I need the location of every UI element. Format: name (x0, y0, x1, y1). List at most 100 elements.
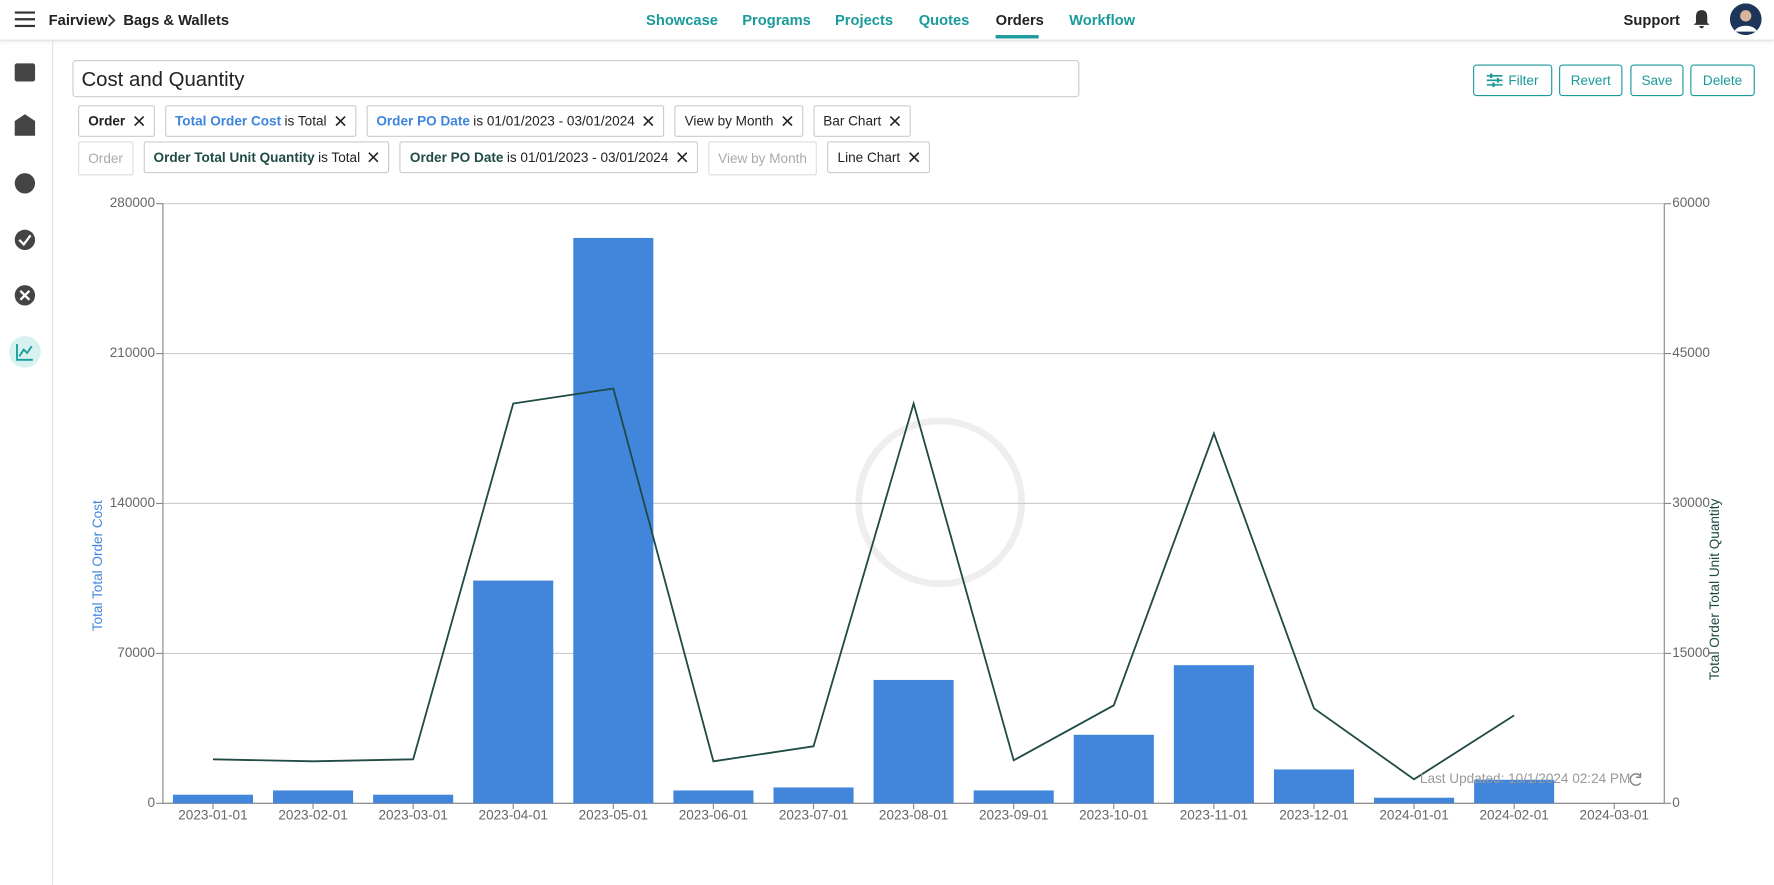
chip-field: Order Total Unit Quantity (153, 149, 315, 166)
filter-chip[interactable]: Order PO Date is 01/01/2023 - 03/01/2024 (366, 105, 665, 137)
bell-icon[interactable] (1690, 8, 1713, 31)
filter-chip[interactable]: Bar Chart (813, 105, 911, 137)
nav-underline (995, 35, 1039, 39)
bar (1073, 734, 1154, 804)
inbox-icon[interactable] (14, 63, 36, 82)
filter-row: Order Order Total Unit Quantity is Total Or… (78, 141, 930, 176)
nav-item[interactable]: Workflow (1069, 11, 1136, 29)
refresh-icon (1629, 772, 1642, 786)
chip-field: Order (88, 113, 126, 129)
button-label: Save (1641, 72, 1673, 89)
x-tick-label: 2024-03-01 (1580, 807, 1649, 822)
bar (1474, 779, 1555, 804)
bar (172, 794, 254, 804)
filter-chip[interactable]: View by Month (707, 141, 818, 176)
x-tick-label: 2024-01-01 (1379, 807, 1448, 822)
sync-icon[interactable] (14, 173, 36, 194)
chip-field: Total Order Cost (175, 113, 282, 129)
top-bar: Fairview Bags & Wallets Support Showcase… (0, 0, 1774, 41)
nav-item[interactable]: Programs (742, 11, 811, 29)
bar (473, 580, 554, 804)
chip-text: View by Month (684, 113, 774, 129)
y2-tick-label: 30000 (1672, 495, 1710, 510)
button-label: Filter (1508, 72, 1539, 89)
chip-close[interactable] (330, 115, 346, 127)
button[interactable]: Save (1630, 64, 1684, 97)
nav-item[interactable]: Orders (995, 11, 1044, 29)
y-tick-label: 0 (147, 795, 155, 810)
filter-chip[interactable]: Order PO Date is 01/01/2023 - 03/01/2024 (399, 141, 698, 174)
button-label: Revert (1570, 72, 1611, 89)
watermark (855, 417, 1026, 588)
bar (773, 787, 854, 804)
chip-close[interactable] (129, 115, 145, 127)
chip-close[interactable] (904, 152, 920, 163)
filter-chip[interactable]: Line Chart (827, 141, 930, 174)
bar (573, 237, 654, 804)
y-tick-label: 140000 (110, 495, 156, 510)
button[interactable]: Revert (1559, 64, 1623, 97)
x-tick-label: 2024-02-01 (1479, 807, 1548, 822)
chip-text: Bar Chart (823, 113, 882, 129)
bar (1273, 769, 1355, 804)
x-tick-label: 2023-07-01 (779, 807, 848, 822)
bar (673, 790, 754, 804)
chip-close[interactable] (638, 115, 654, 127)
x-tick-label: 2023-08-01 (879, 807, 948, 822)
button-label: Delete (1702, 72, 1743, 89)
x-tick-label: 2023-10-01 (1079, 807, 1148, 822)
chevron (107, 14, 116, 27)
bar (873, 679, 954, 804)
filter-chip[interactable]: Total Order Cost is Total (164, 105, 356, 137)
chip-close[interactable] (777, 115, 793, 127)
support-link[interactable]: Support (1623, 11, 1680, 29)
bar (1374, 797, 1455, 804)
y2-tick-label: 45000 (1672, 345, 1710, 360)
nav-item[interactable]: Projects (834, 11, 894, 29)
y2-tick-label: 15000 (1672, 645, 1710, 660)
y-axis-title: Total Total Order Cost (90, 500, 105, 631)
filter-chip[interactable]: Order (78, 105, 155, 137)
bar (973, 790, 1054, 804)
breadcrumb-root[interactable]: Fairview (48, 11, 108, 29)
filter-row: Order Total Order Cost is Total Order PO Da… (78, 105, 911, 137)
chip-close[interactable] (885, 115, 901, 127)
last-updated: Last Updated: 10/1/2024 02:24 PM (1420, 771, 1630, 786)
chip-close[interactable] (672, 152, 688, 163)
report-title-input[interactable]: Cost and Quantity (72, 59, 1080, 98)
avatar[interactable] (1729, 3, 1762, 36)
bar (373, 794, 454, 804)
chip-text: Order (88, 150, 123, 167)
sidebar (0, 40, 54, 885)
chip-text: is 01/01/2023 - 03/01/2024 (506, 149, 669, 166)
menu-icon[interactable] (14, 11, 36, 28)
chip-text: is Total (284, 113, 327, 129)
bar (273, 790, 354, 804)
breadcrumb-current: Bags & Wallets (123, 11, 230, 29)
chip-text: Line Chart (837, 149, 901, 166)
x-tick-label: 2023-09-01 (979, 807, 1048, 822)
line (212, 387, 1515, 781)
chip-field: Order PO Date (376, 113, 470, 129)
x-tick-label: 2023-04-01 (479, 807, 548, 822)
y-tick-label: 210000 (110, 345, 156, 360)
chip-text: is 01/01/2023 - 03/01/2024 (473, 113, 635, 129)
filter-chip[interactable]: Order (78, 141, 134, 176)
y2-axis-title: Total Order Total Unit Quantity (1707, 499, 1722, 681)
nav-item[interactable]: Showcase (646, 11, 718, 29)
x-tick-label: 2023-05-01 (579, 807, 648, 822)
button[interactable]: Delete (1690, 64, 1755, 97)
filter-chip[interactable]: View by Month (674, 105, 803, 137)
filter-chip[interactable]: Order Total Unit Quantity is Total (143, 141, 390, 174)
chip-close[interactable] (363, 152, 379, 163)
mail-icon[interactable] (14, 114, 36, 136)
check-icon[interactable] (14, 229, 36, 251)
button[interactable]: Filter (1473, 64, 1553, 97)
chip-field: Order PO Date (409, 149, 504, 166)
x-tick-label: 2023-12-01 (1279, 807, 1348, 822)
sidebar-icons (9, 63, 41, 368)
chip-text: is Total (318, 149, 361, 166)
nav-item[interactable]: Quotes (918, 11, 970, 29)
